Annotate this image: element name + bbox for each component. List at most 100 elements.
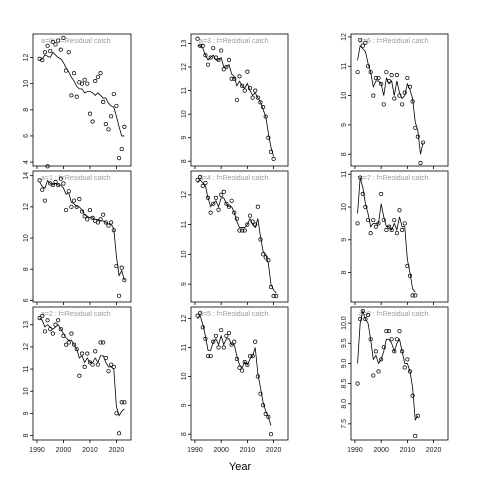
observed-points (195, 36, 276, 161)
data-point (392, 96, 397, 101)
y-tick-label: 9 (181, 136, 188, 140)
observed-points (37, 35, 127, 161)
data-point (200, 43, 205, 48)
data-point (93, 349, 98, 354)
data-point (389, 73, 394, 78)
data-point (106, 127, 111, 132)
data-point (266, 258, 271, 263)
data-point (402, 90, 407, 95)
data-point (48, 327, 53, 332)
panel-a7: a=7 : f=Residual catch 8 9 10 11 (341, 171, 449, 305)
data-point (37, 178, 42, 183)
data-point (45, 318, 50, 323)
data-point (198, 174, 203, 180)
y-tick-label: 12 (181, 315, 188, 323)
data-point (261, 403, 266, 408)
data-point (237, 228, 242, 233)
plot-frame (190, 33, 289, 167)
data-point (122, 400, 127, 405)
data-point (69, 93, 74, 98)
data-point (234, 356, 239, 362)
data-point (368, 70, 373, 75)
observed-points (195, 174, 279, 299)
data-point (208, 210, 213, 215)
data-point (103, 220, 108, 225)
data-point (397, 93, 402, 98)
data-point (111, 228, 116, 233)
data-point (66, 50, 71, 55)
data-point (82, 77, 87, 82)
data-point (101, 340, 106, 345)
data-point (253, 222, 258, 227)
data-point (53, 322, 58, 327)
panel-label: a=4 : f=Residual catch (199, 175, 269, 182)
data-point (376, 75, 381, 81)
panel-a0: a=0 : f=Residual catch 4 6 8 10 12 (23, 33, 132, 169)
data-point (358, 317, 363, 322)
data-point (358, 175, 363, 180)
data-point (258, 391, 263, 396)
data-point (379, 81, 384, 86)
data-point (82, 214, 87, 219)
y-tick-label: 11 (341, 171, 348, 178)
data-point (200, 183, 205, 188)
data-point (42, 198, 47, 203)
x-tick-label: 2010 (82, 447, 98, 454)
data-point (85, 217, 90, 222)
data-point (410, 393, 415, 398)
data-point (122, 124, 127, 129)
y-tick-label: 9.5 (341, 338, 348, 348)
y-axis: 8 9 10 11 12 (341, 33, 351, 156)
data-point (418, 161, 423, 166)
data-point (263, 114, 268, 119)
data-point (386, 78, 392, 83)
data-point (103, 122, 108, 127)
y-tick-label: 9 (181, 282, 188, 286)
data-point (56, 182, 61, 188)
panel-a6: a=6 : f=Residual catch 8 9 10 11 12 (341, 33, 449, 169)
data-point (271, 293, 276, 299)
data-point (261, 252, 266, 257)
x-tick-label: 1990 (347, 447, 363, 454)
data-point (402, 365, 407, 370)
data-point (90, 119, 95, 124)
data-point (376, 369, 381, 374)
x-tick-label: 2000 (373, 447, 389, 454)
data-point (394, 231, 399, 236)
data-point (87, 207, 93, 213)
data-point (224, 333, 229, 338)
data-point (237, 74, 242, 79)
data-point (234, 97, 239, 103)
fitted-line (197, 179, 277, 294)
y-tick-label: 9 (23, 411, 30, 415)
data-point (74, 204, 79, 209)
data-point (85, 351, 90, 356)
x-axis (36, 302, 117, 305)
fitted-line (197, 45, 274, 157)
data-point (87, 360, 93, 365)
panel-a4: a=4 : f=Residual catch 9 10 11 12 (181, 170, 289, 305)
data-point (72, 198, 77, 203)
data-point (216, 207, 221, 212)
data-point (371, 218, 376, 223)
data-point (410, 99, 415, 104)
x-tick-label: 2010 (400, 447, 416, 454)
y-tick-label: 8 (23, 434, 30, 438)
x-tick-label: 2020 (266, 447, 282, 454)
data-point (368, 231, 373, 236)
data-point (389, 337, 394, 342)
x-tick-label: 2010 (240, 447, 256, 454)
data-point (111, 92, 116, 97)
data-point (64, 207, 69, 213)
observed-points (355, 308, 420, 439)
data-point (87, 111, 93, 116)
data-point (240, 228, 245, 233)
data-point (66, 340, 71, 345)
data-point (255, 374, 260, 379)
panel-label: a=1 : f=Residual catch (41, 175, 111, 182)
data-point (74, 94, 79, 99)
x-axis: 1990 2000 2010 2020 (29, 440, 124, 454)
data-point (242, 228, 247, 233)
data-point (95, 362, 100, 367)
